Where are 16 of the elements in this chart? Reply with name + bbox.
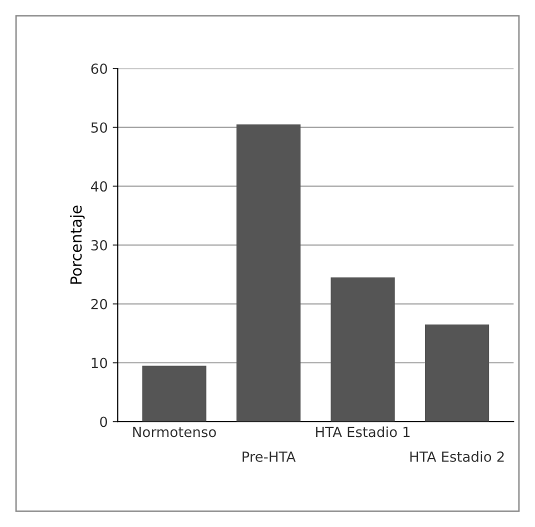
- x-tick-label: Normotenso: [133, 426, 216, 438]
- y-tick-label: 60: [91, 63, 108, 74]
- bar: [142, 366, 206, 422]
- bar: [330, 277, 395, 422]
- x-tick-label: HTA Estadio 2: [410, 451, 504, 462]
- y-tick-label: 0: [100, 416, 108, 428]
- y-tick-label: 10: [92, 358, 108, 368]
- y-tick-label: 40: [90, 181, 108, 192]
- x-tick-label: HTA Estadio 1: [316, 426, 410, 438]
- bar: [424, 324, 490, 422]
- y-axis-title: Porcentaje: [70, 206, 85, 284]
- y-tick-label: 30: [91, 240, 108, 251]
- bar: [236, 124, 301, 422]
- y-tick-label: 20: [91, 298, 108, 310]
- y-tick-label: 50: [91, 122, 108, 133]
- x-tick-label: Pre-HTA: [242, 452, 296, 462]
